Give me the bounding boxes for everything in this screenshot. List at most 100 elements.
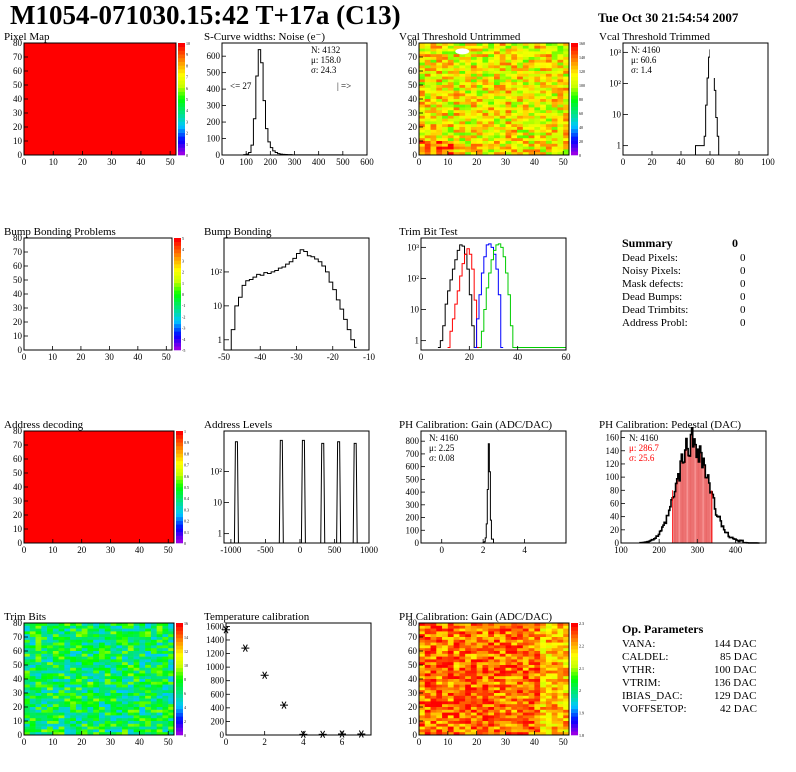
heatmap-cell <box>139 653 146 657</box>
heatmap-cell <box>52 656 59 660</box>
x-tick-label: -40 <box>254 352 266 362</box>
heatmap-cell <box>424 628 431 632</box>
heatmap-cell <box>557 656 564 660</box>
heatmap-cell <box>470 676 477 680</box>
heatmap-cell <box>122 651 129 655</box>
heatmap-cell <box>563 96 570 100</box>
heatmap-cell <box>453 637 460 641</box>
heatmap-cell <box>488 104 495 108</box>
heatmap-cell <box>453 665 460 669</box>
colorbar-tick-label: -4 <box>182 337 185 342</box>
heatmap-cell <box>442 71 449 75</box>
x-tick-label: -50 <box>218 352 230 362</box>
heatmap-cell <box>419 132 426 136</box>
y-tick-label: 60 <box>13 454 23 464</box>
heatmap-cell <box>436 104 443 108</box>
heatmap-cell <box>87 637 94 641</box>
heatmap-cell <box>99 693 106 697</box>
heatmap-cell <box>162 665 169 669</box>
heatmap-cell <box>459 79 466 83</box>
heatmap-cell <box>511 45 518 49</box>
heatmap-cell <box>145 732 152 736</box>
heatmap-cell <box>551 146 558 150</box>
heatmap-cell <box>465 631 472 635</box>
colorbar-segment <box>176 675 183 680</box>
heatmap-cell <box>545 107 552 111</box>
heatmap-cell <box>482 676 489 680</box>
heatmap-cell <box>540 656 547 660</box>
heatmap-cell <box>419 648 426 652</box>
heatmap-cell <box>436 90 443 94</box>
heatmap-cell <box>447 653 454 657</box>
heatmap-cell <box>436 138 443 142</box>
colorbar-segment <box>176 498 183 503</box>
heatmap-cell <box>35 628 42 632</box>
heatmap-cell <box>419 48 426 52</box>
heatmap-cell <box>87 726 94 730</box>
heatmap-cell <box>488 726 495 730</box>
heatmap-cell <box>87 729 94 733</box>
heatmap-cell <box>517 693 524 697</box>
heatmap-cell <box>551 124 558 128</box>
heatmap-cell <box>419 665 426 669</box>
plot-area <box>437 243 566 349</box>
heatmap-cell <box>139 676 146 680</box>
heatmap-cell <box>122 681 129 685</box>
heatmap-cell <box>35 695 42 699</box>
heatmap-cell <box>499 101 506 105</box>
heatmap-cell <box>52 684 59 688</box>
heatmap-cell <box>93 676 100 680</box>
heatmap-cell <box>459 681 466 685</box>
heatmap-cell <box>517 124 524 128</box>
heatmap-cell <box>419 653 426 657</box>
heatmap-cell <box>551 695 558 699</box>
heatmap-cell <box>505 43 512 47</box>
heatmap-cell <box>557 113 564 117</box>
heatmap-cell <box>528 96 535 100</box>
bar <box>676 478 679 544</box>
heatmap-cell <box>534 704 541 708</box>
heatmap-cell <box>517 673 524 677</box>
heatmap-cell <box>534 623 541 627</box>
heatmap-cell <box>436 141 443 145</box>
heatmap-cell <box>442 639 449 643</box>
heatmap-cell <box>145 704 152 708</box>
heatmap-cell <box>453 57 460 61</box>
heatmap-cell <box>436 76 443 80</box>
heatmap-hot-spot <box>455 48 470 55</box>
heatmap-cell <box>419 149 426 153</box>
heatmap-cell <box>499 665 506 669</box>
heatmap-cell <box>99 712 106 716</box>
heatmap-cell <box>29 704 36 708</box>
heatmap-cell <box>459 637 466 641</box>
heatmap-cell <box>517 48 524 52</box>
heatmap-cell <box>465 698 472 702</box>
heatmap-cell <box>127 625 134 629</box>
bar <box>692 446 695 544</box>
heatmap-cell <box>494 96 501 100</box>
heatmap-cell <box>116 718 123 722</box>
x-tick-label: 50 <box>162 352 172 362</box>
heatmap-cell <box>41 623 48 627</box>
heatmap-cell <box>104 704 111 708</box>
heatmap-cell <box>517 129 524 133</box>
heatmap-cell <box>517 704 524 708</box>
colorbar-segment <box>571 72 578 77</box>
heatmap-cell <box>459 146 466 150</box>
heatmap-cell <box>459 631 466 635</box>
heatmap-cell <box>511 146 518 150</box>
heatmap-cell <box>563 712 570 716</box>
heatmap-cell <box>563 152 570 156</box>
heatmap-cell <box>145 709 152 713</box>
heatmap-cell <box>540 684 547 688</box>
heatmap-cell <box>534 59 541 63</box>
heatmap-cell <box>459 690 466 694</box>
heatmap-cell <box>528 101 535 105</box>
heatmap-cell <box>133 625 140 629</box>
heatmap-cell <box>557 110 564 114</box>
y-tick-label: 40 <box>408 94 418 104</box>
heatmap-cell <box>70 684 77 688</box>
y-tick-label: 50 <box>13 80 23 90</box>
heatmap-cell <box>447 723 454 727</box>
